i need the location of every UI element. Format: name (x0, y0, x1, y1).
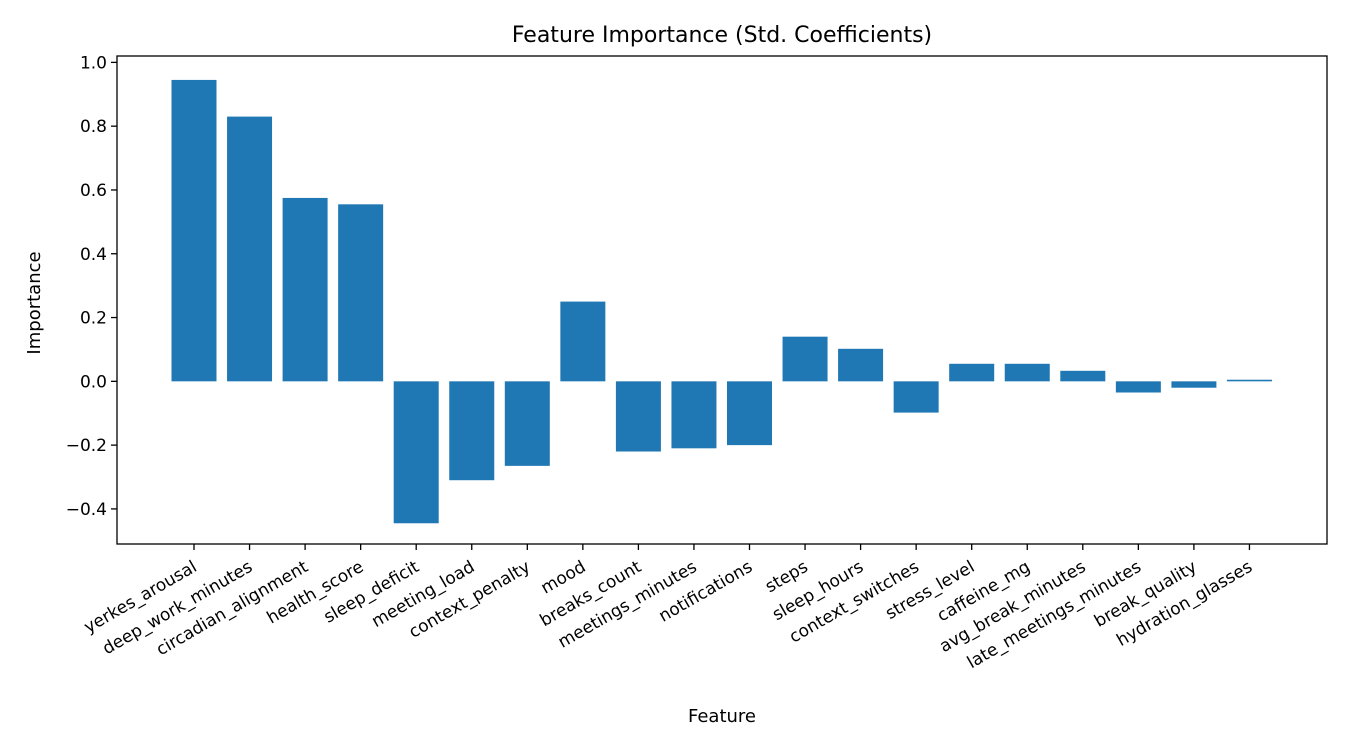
y-axis: −0.4 −0.2 0.0 0.2 0.4 0.6 0.8 1.0 (66, 53, 117, 520)
bar-break_quality (1171, 381, 1217, 388)
chart-title: Feature Importance (Std. Coefficients) (512, 23, 932, 48)
bar-yerkes_arousal (171, 79, 217, 382)
bar-late_meetings_minutes (1115, 381, 1161, 393)
bar-circadian_alignment (282, 197, 328, 382)
bar-sleep_deficit (393, 381, 439, 524)
y-tick-label: 0.0 (80, 372, 107, 392)
y-axis-label: Importance (24, 251, 45, 354)
y-tick-label: −0.4 (66, 500, 107, 520)
bar-meetings_minutes (671, 381, 717, 449)
y-tick-label: 1.0 (80, 53, 107, 73)
y-tick-label: −0.2 (66, 436, 107, 456)
bar-caffeine_mg (1004, 363, 1050, 382)
bar-breaks_count (615, 381, 661, 452)
plot-frame (116, 55, 1328, 545)
y-tick-label: 0.4 (80, 245, 107, 265)
y-tick-label: 0.6 (80, 181, 107, 201)
bars-group (171, 79, 1272, 524)
bar-notifications (727, 381, 772, 446)
bar-deep_work_minutes (227, 116, 273, 382)
x-axis: yerkes_arousaldeep_work_minutescircadian… (81, 544, 1256, 673)
y-tick-label: 0.8 (80, 117, 107, 137)
bar-avg_break_minutes (1060, 370, 1106, 382)
y-tick-label: 0.2 (80, 309, 107, 329)
bar-health_score (338, 204, 384, 382)
x-axis-label: Feature (688, 706, 756, 727)
bar-steps (782, 336, 828, 382)
bar-sleep_hours (838, 348, 884, 382)
bar-hydration_glasses (1226, 379, 1272, 382)
bar-context_switches (893, 381, 939, 413)
bar-meeting_load (449, 381, 495, 481)
bar-stress_level (949, 363, 995, 382)
bar-mood (560, 301, 606, 382)
bar-context_penalty (504, 381, 550, 466)
